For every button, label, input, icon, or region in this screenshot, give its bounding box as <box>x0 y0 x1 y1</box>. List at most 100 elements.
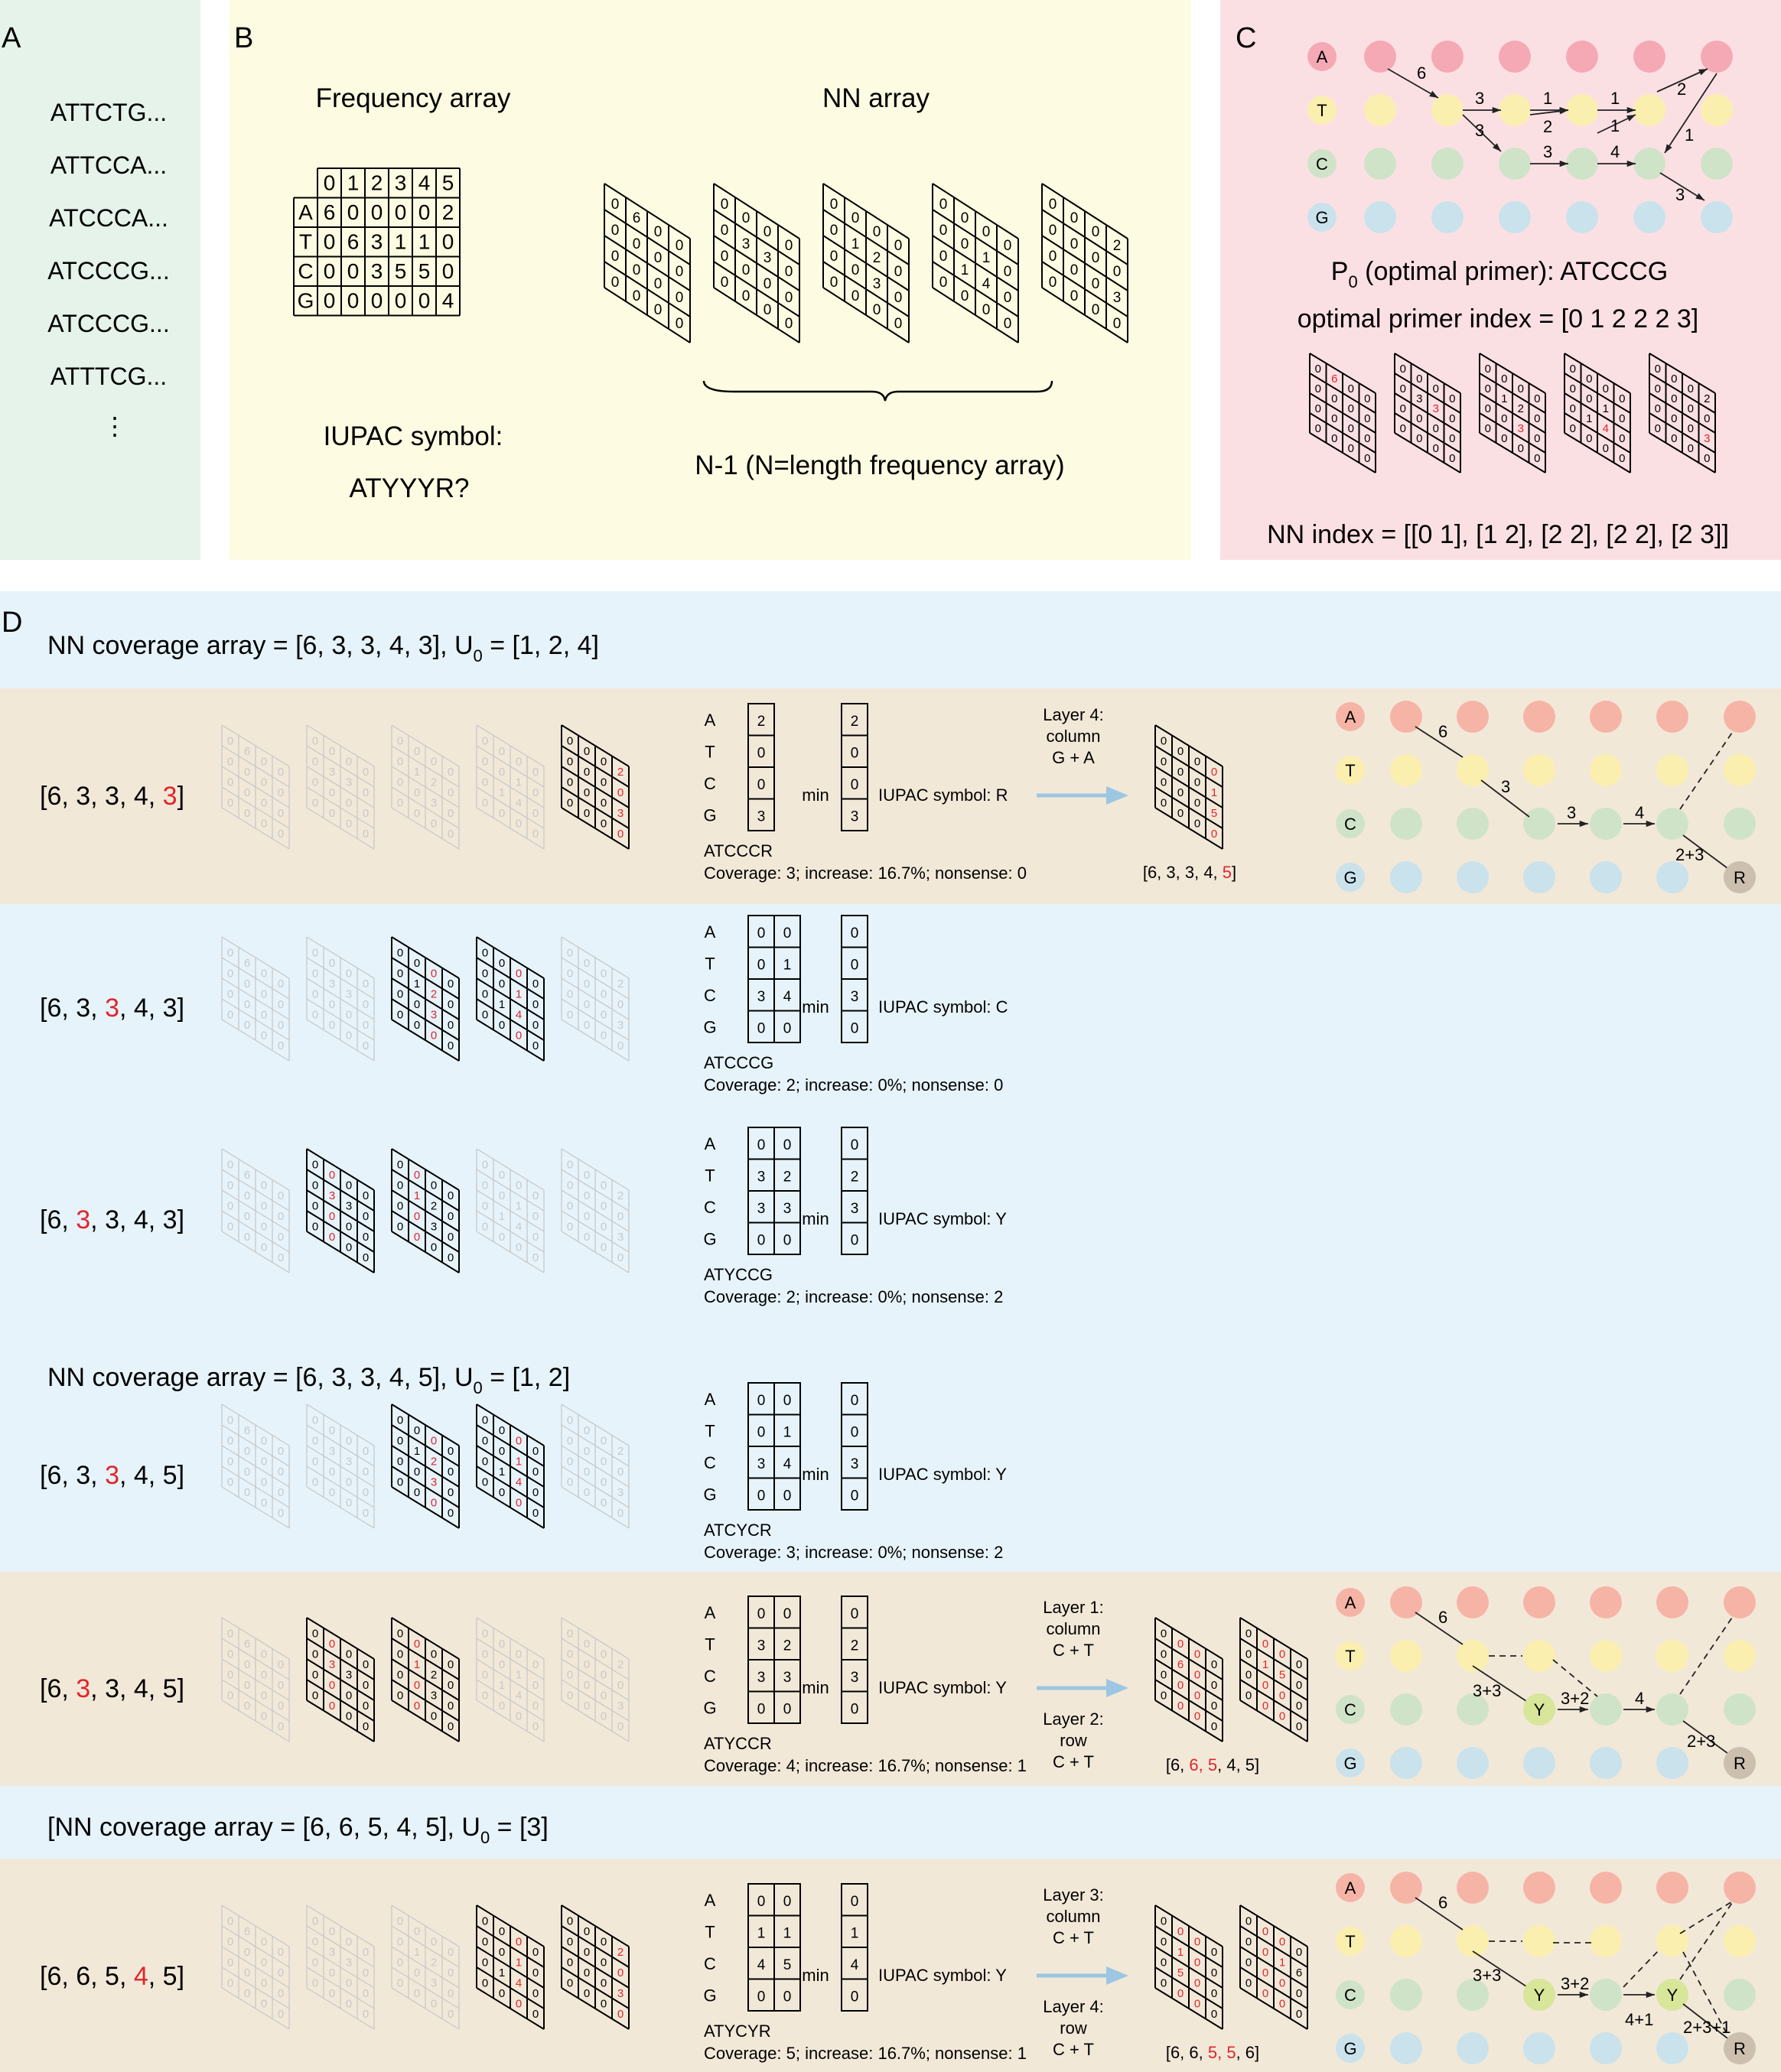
layer-cell-value: 0 <box>1279 1998 1285 2011</box>
freq-header-cell: 4 <box>418 171 431 194</box>
layer-cell-value: 0 <box>633 236 641 252</box>
layer-cell-value: 0 <box>414 786 420 799</box>
layer-cell-value: 0 <box>532 977 539 990</box>
layer-cell-value: 0 <box>1092 224 1100 240</box>
layer-cell-value: 0 <box>278 977 284 990</box>
base-label-node-label: G <box>1343 2039 1356 2058</box>
layer-cell-value: 0 <box>482 1669 488 1682</box>
layer-cell-value: 0 <box>448 807 454 820</box>
frequency-table: 0 1 2 3 4 5A 6 0 0 0 0 2T 0 6 3 1 1 0C 0 0 3 5 5 0G 0 0 0 0 0 4 <box>293 168 461 317</box>
layer-cell-value: 0 <box>1619 452 1625 465</box>
graph-edge <box>1682 1951 1731 2041</box>
layer-cell-value: 0 <box>601 988 607 1001</box>
layer-cell-value: 0 <box>617 1465 624 1478</box>
layer-cell-value: 0 <box>1400 363 1406 376</box>
layer-cell-value: 0 <box>516 818 522 831</box>
graph-node <box>1590 1693 1622 1726</box>
coverage-column-value: 0 <box>851 1894 859 1910</box>
graph-node <box>1390 754 1422 786</box>
layer-cell-value: 0 <box>1070 262 1079 278</box>
layer-cell-value: 0 <box>329 957 335 970</box>
layer-cell-value: 0 <box>329 1700 335 1713</box>
layer-cell-value: 0 <box>567 1936 573 1949</box>
coverage-column-value: 0 <box>757 925 766 942</box>
layer-cell-value: 0 <box>482 1915 488 1928</box>
layer-cell-value: 0 <box>261 1241 267 1254</box>
layer-cell-value: 0 <box>1049 223 1057 239</box>
layer-cell-value: 0 <box>482 1435 488 1448</box>
layer-cell-value: 6 <box>1296 1966 1302 1979</box>
coverage-list-highlight: 3 <box>105 994 119 1023</box>
base-row-label: C <box>704 1198 716 1217</box>
layer-cell-value: 1 <box>1177 1946 1184 1959</box>
layer-cell-value: 0 <box>312 756 318 769</box>
layer-cell-value: 0 <box>1004 264 1012 280</box>
layer-cell-value: 0 <box>584 745 590 758</box>
layer-cell-value: 0 <box>329 745 335 758</box>
graph-node-A <box>1364 41 1396 73</box>
layer-cell-value: 0 <box>1245 1690 1252 1703</box>
coverage-column-value: 0 <box>783 1606 792 1622</box>
layer-cell-value: 0 <box>584 1700 590 1713</box>
layer-cell-value: 0 <box>363 807 369 820</box>
layer-cell-value: 0 <box>939 197 948 213</box>
candidate-primer-sequence: ATYCYR <box>704 2022 771 2041</box>
coverage-column-value: 0 <box>783 1137 792 1153</box>
layer-cell-value: 2 <box>873 250 881 266</box>
layer-cell-value: 0 <box>567 947 573 960</box>
sequence-5: ATTTCG... <box>50 363 167 390</box>
coverage-column-value: 0 <box>757 1488 766 1504</box>
layer-cell-value: 0 <box>1177 1638 1184 1651</box>
base-label-node-label: C <box>1344 815 1356 834</box>
edge-label: 2+3+1 <box>1683 2018 1731 2037</box>
layer-cell-value: 0 <box>516 1648 522 1661</box>
layer-cell-value: 0 <box>601 1936 607 1949</box>
operation-label: column <box>1047 1619 1101 1638</box>
layer-cell-value: 0 <box>1113 316 1122 332</box>
layer-cell-value: 0 <box>261 1029 267 1043</box>
base-label-node <box>1336 1641 1365 1670</box>
layer-cell-value: 0 <box>397 1179 403 1192</box>
layer-cell-value: 0 <box>1603 442 1609 455</box>
layer-cell-value: 0 <box>346 1221 352 1234</box>
layer-cell-value: 0 <box>601 1710 607 1723</box>
layer-cell-value: 3 <box>617 1987 624 2000</box>
freq-value-cell: 1 <box>418 229 431 253</box>
min-label: min <box>802 1465 829 1484</box>
layer-cell-value: 0 <box>567 1977 573 1990</box>
layer-cell-value: 1 <box>1586 412 1592 425</box>
layer-cell-value: 0 <box>1296 1700 1302 1713</box>
layer-cell-value: 0 <box>1279 1936 1285 1949</box>
layer-cell-value: 0 <box>346 1009 352 1022</box>
coverage-column-value: 0 <box>783 1702 792 1718</box>
graph-node <box>1523 861 1555 893</box>
coverage-list-label: [6, 3, 3, 4, 5] <box>40 1674 184 1703</box>
layer-cell-value: 0 <box>1245 1915 1252 1928</box>
layer-cell-value: 0 <box>397 988 403 1001</box>
layer-cell-value: 0 <box>1211 2008 1217 2021</box>
layer-cell-value: 0 <box>1485 363 1491 376</box>
graph-arrowhead <box>1626 115 1636 122</box>
layer-cell-value: 0 <box>499 1019 505 1032</box>
panel-d-letter: D <box>2 607 22 639</box>
layer-cell-value: 0 <box>617 1679 624 1692</box>
layer-cell-value: 0 <box>261 1497 267 1510</box>
graph-node-T <box>1499 94 1531 126</box>
transform-arrowhead <box>1106 1966 1128 1985</box>
layer-cell-value: 0 <box>414 807 420 820</box>
layer-cell-value: 0 <box>227 1435 233 1448</box>
layer-cell-value: 0 <box>601 1221 607 1234</box>
layer-cell-value: 0 <box>363 1946 369 1959</box>
layer-cell-value: 0 <box>1113 264 1122 280</box>
layer-cell-value: 0 <box>654 302 663 318</box>
layer-cell-value: 0 <box>1161 1669 1167 1682</box>
layer-cell-value: 0 <box>1279 1710 1285 1723</box>
sequence-2: ATCCCA... <box>49 204 168 232</box>
layer-cell-value: 0 <box>329 1925 335 1938</box>
layer-cell-value: 2 <box>617 1658 624 1671</box>
layer-cell-value: 0 <box>532 1231 539 1244</box>
layer-cell-value: 0 <box>532 998 539 1011</box>
layer-cell-value: 0 <box>516 1241 522 1254</box>
coverage-column-value: 0 <box>757 777 766 793</box>
layer-cell-value: 0 <box>567 1200 573 1213</box>
